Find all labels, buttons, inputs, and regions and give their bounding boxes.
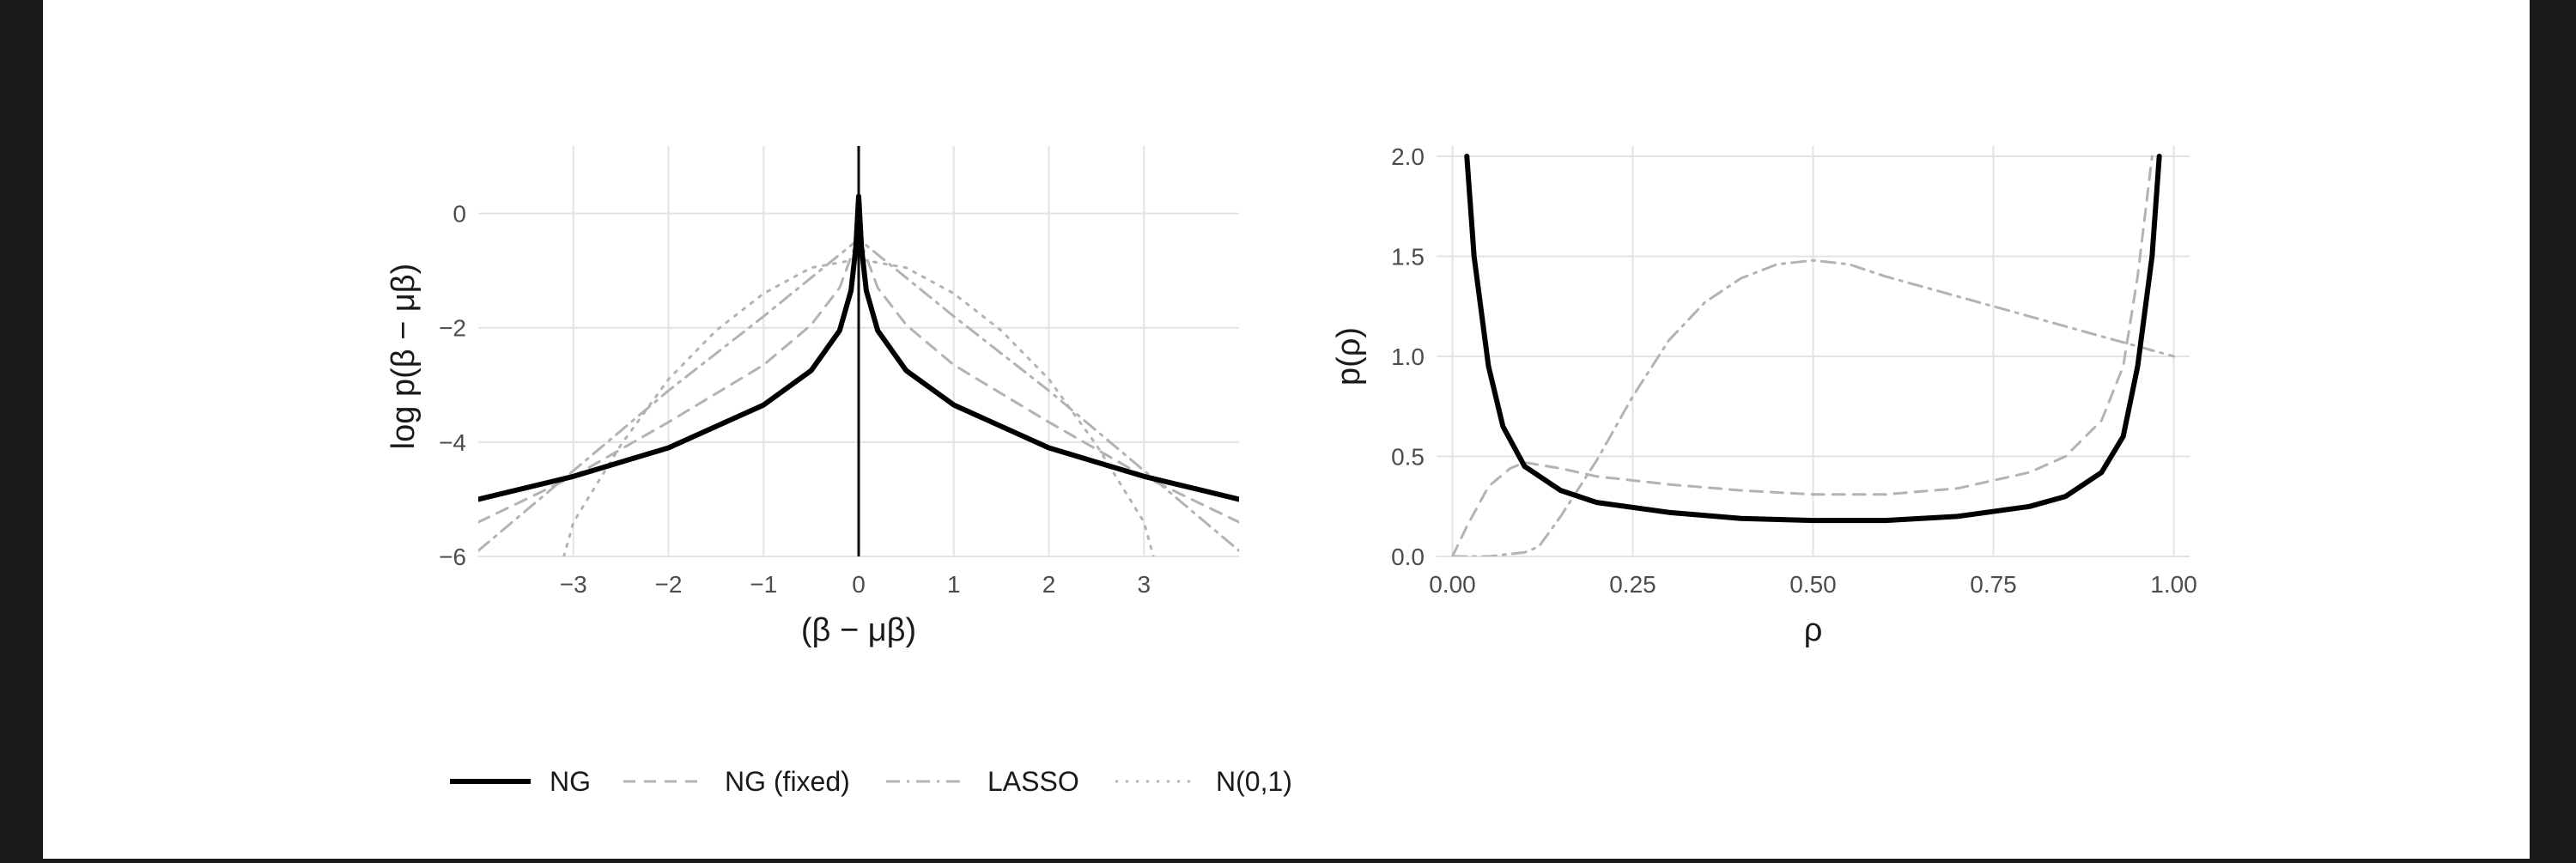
left-y-tick-label: −2: [439, 315, 466, 342]
figure-svg: −3 −2 −1 0 1 2 3 −6 −4 −2 0 (β − μβ) log p(β − μβ) 0…: [386, 143, 2197, 797]
right-series-ng-fixed: [1451, 155, 2154, 556]
left-y-axis-title: log p(β − μβ): [386, 264, 422, 450]
right-y-tick-label: 2.0: [1391, 143, 1425, 170]
right-series-ng: [1464, 154, 2162, 524]
left-series-ng-fixed: [478, 234, 1239, 524]
left-x-tick-label: 2: [1042, 571, 1056, 598]
left-panel-density-plot: −3 −2 −1 0 1 2 3 −6 −4 −2 0 (β − μβ) log p(β − μβ): [386, 146, 1239, 648]
right-x-tick-label: 0.25: [1609, 571, 1656, 598]
legend-label-ng: NG: [550, 766, 591, 797]
left-x-tick-label: −1: [750, 571, 777, 598]
legend: NG NG (fixed) LASSO N(0,1): [450, 766, 1292, 797]
right-series-lasso: [1451, 258, 2175, 556]
left-y-tick-label: −4: [439, 429, 466, 456]
right-y-tick-label: 1.0: [1391, 343, 1425, 370]
left-x-axis-title: (β − μβ): [801, 612, 916, 648]
right-x-tick-label: 0.50: [1789, 571, 1837, 598]
right-x-axis-title: ρ: [1804, 612, 1823, 648]
left-x-tick-label: −3: [560, 571, 587, 598]
left-series-ng: [478, 193, 1239, 502]
left-series-normal: [562, 258, 1155, 556]
left-x-tick-label: 1: [947, 571, 961, 598]
right-y-tick-label: 0.5: [1391, 444, 1425, 471]
left-x-tick-label: 0: [852, 571, 866, 598]
right-x-tick-label: 0.00: [1429, 571, 1476, 598]
left-x-tick-label: 3: [1137, 571, 1151, 598]
figure: −3 −2 −1 0 1 2 3 −6 −4 −2 0 (β − μβ) log p(β − μβ) 0…: [43, 0, 2530, 859]
left-y-tick-label: 0: [453, 201, 466, 228]
right-y-axis-title: p(ρ): [1331, 327, 1367, 386]
right-x-tick-label: 1.00: [2150, 571, 2197, 598]
right-panel-rho-prior-plot: 0.00 0.25 0.50 0.75 1.00 0.0 0.5 1.0 1.5 2.0 ρ p(ρ): [1331, 143, 2197, 648]
left-x-tick-label: −2: [655, 571, 683, 598]
right-y-tick-label: 0.0: [1391, 544, 1425, 570]
left-y-tick-label: −6: [439, 544, 466, 570]
right-y-tick-label: 1.5: [1391, 244, 1425, 270]
legend-label-normal: N(0,1): [1216, 766, 1292, 797]
legend-label-ng-fixed: NG (fixed): [725, 766, 850, 797]
right-x-tick-label: 0.75: [1970, 571, 2017, 598]
legend-label-lasso: LASSO: [987, 766, 1079, 797]
